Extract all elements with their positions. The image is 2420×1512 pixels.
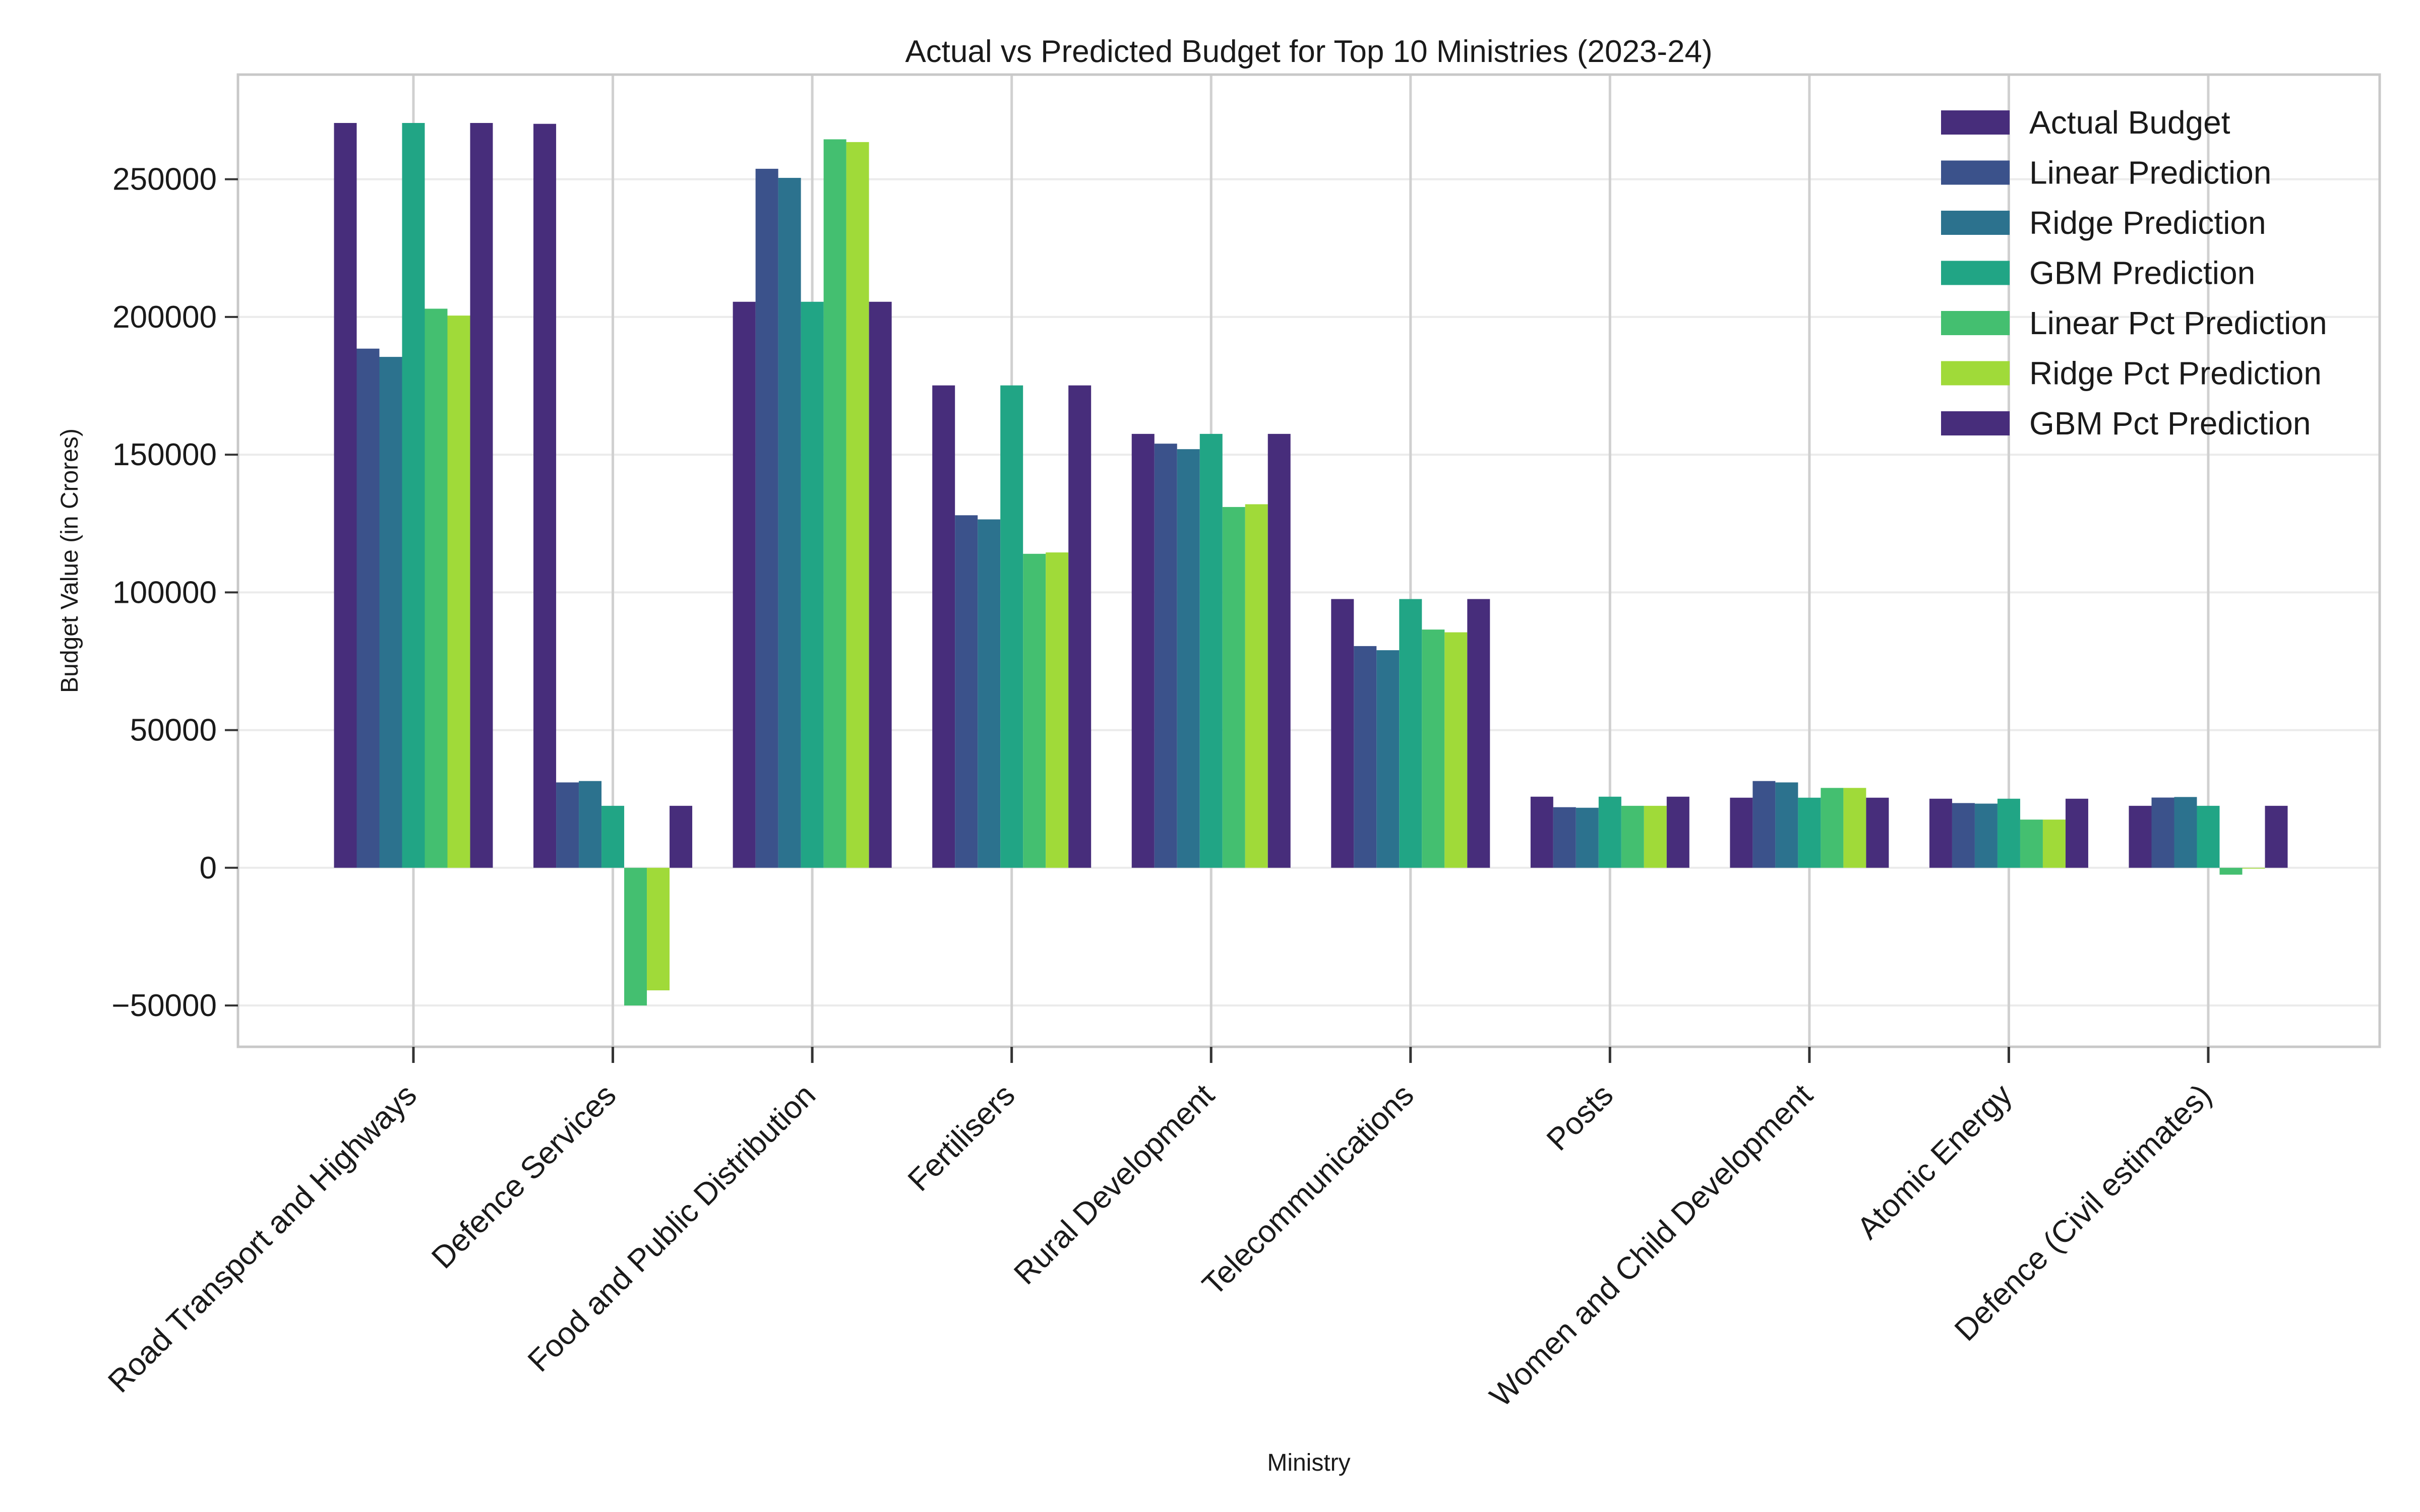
legend-label: Actual Budget <box>2029 104 2230 141</box>
bar <box>624 867 647 1006</box>
bar <box>1644 805 1667 868</box>
y-tick-label: 0 <box>200 851 217 886</box>
legend: Actual Budget Linear Prediction Ridge Pred… <box>1941 104 2327 442</box>
legend-label: GBM Prediction <box>2029 255 2255 291</box>
legend-swatch <box>1941 160 2010 185</box>
bar <box>755 168 778 868</box>
legend-swatch <box>1941 411 2010 435</box>
bar <box>2151 797 2174 868</box>
bar <box>1245 504 1268 868</box>
bar <box>1598 796 1621 868</box>
bar <box>1199 433 1223 868</box>
bar <box>978 519 1001 868</box>
bar <box>2129 805 2152 868</box>
bar <box>778 177 801 868</box>
y-tick-label: 250000 <box>112 162 217 197</box>
bar <box>1666 796 1689 868</box>
bar <box>447 316 470 868</box>
legend-label: Linear Pct Prediction <box>2029 305 2327 341</box>
legend-swatch <box>1941 361 2010 386</box>
bar <box>1023 553 1046 868</box>
bar <box>2219 867 2243 875</box>
bar <box>1621 805 1644 868</box>
bar <box>601 805 625 868</box>
bar <box>2174 797 2197 868</box>
bar <box>1376 650 1400 868</box>
bar <box>556 782 579 868</box>
bar <box>1576 807 1599 868</box>
bar <box>823 139 846 868</box>
y-tick-label: 50000 <box>130 713 217 748</box>
bar <box>1331 599 1354 868</box>
bar <box>1929 798 1952 868</box>
bar <box>1222 507 1245 868</box>
bar <box>1068 385 1092 868</box>
y-tick-label: 200000 <box>112 300 217 335</box>
legend-label: Linear Prediction <box>2029 155 2271 191</box>
bar <box>1177 449 1200 868</box>
legend-swatch <box>1941 311 2010 335</box>
legend-label: Ridge Prediction <box>2029 205 2266 241</box>
bar <box>932 385 955 868</box>
bar <box>1843 788 1866 868</box>
bar <box>1974 803 1998 868</box>
bar <box>1952 803 1975 868</box>
bar <box>647 867 670 990</box>
bar <box>1154 444 1177 868</box>
bar <box>1821 788 1844 868</box>
bar <box>2042 820 2066 868</box>
bar <box>1444 632 1468 868</box>
bar <box>1267 433 1291 868</box>
bar <box>1046 552 1069 868</box>
y-axis-label: Budget Value (in Crores) <box>56 428 83 693</box>
bar <box>1000 385 1023 868</box>
bar <box>1752 781 1776 868</box>
plot-frame <box>236 73 2381 1048</box>
legend-label: GBM Pct Prediction <box>2029 405 2311 442</box>
bar <box>955 515 978 868</box>
bar <box>1399 599 1422 868</box>
bar <box>379 357 402 868</box>
bar <box>1422 629 1445 868</box>
y-tick-label: 100000 <box>112 575 217 610</box>
bar <box>334 122 357 868</box>
y-tick-label: 150000 <box>112 437 217 472</box>
bar <box>846 142 869 868</box>
bar <box>2265 805 2288 868</box>
bar <box>1354 646 1377 868</box>
bar <box>1131 433 1155 868</box>
bars-layer <box>334 122 2288 1006</box>
bar <box>1530 796 1553 868</box>
legend-swatch <box>1941 110 2010 135</box>
legend-label: Ridge Pct Prediction <box>2029 355 2322 392</box>
bar <box>1775 782 1798 868</box>
bar <box>579 781 602 868</box>
bar <box>670 805 693 868</box>
bar <box>402 122 425 868</box>
legend-swatch <box>1941 261 2010 285</box>
bar <box>356 348 380 868</box>
y-tick-label: −50000 <box>111 988 217 1023</box>
bar <box>533 123 557 868</box>
bar <box>1730 797 1753 868</box>
bar <box>869 301 892 868</box>
bar <box>1467 599 1490 868</box>
chart-title: Actual vs Predicted Budget for Top 10 Mi… <box>905 34 1712 69</box>
x-axis-label: Ministry <box>1267 1450 1350 1476</box>
bar <box>733 301 756 868</box>
bar <box>1798 797 1821 868</box>
legend-swatch <box>1941 211 2010 235</box>
bar <box>801 301 824 868</box>
bar <box>2242 867 2265 869</box>
bar <box>1866 797 1889 868</box>
bar <box>470 122 493 868</box>
bar <box>425 308 448 868</box>
bar <box>2197 805 2220 868</box>
bar <box>2065 798 2088 868</box>
bar <box>1997 798 2020 868</box>
bar <box>1553 807 1576 868</box>
bar <box>2020 820 2043 868</box>
